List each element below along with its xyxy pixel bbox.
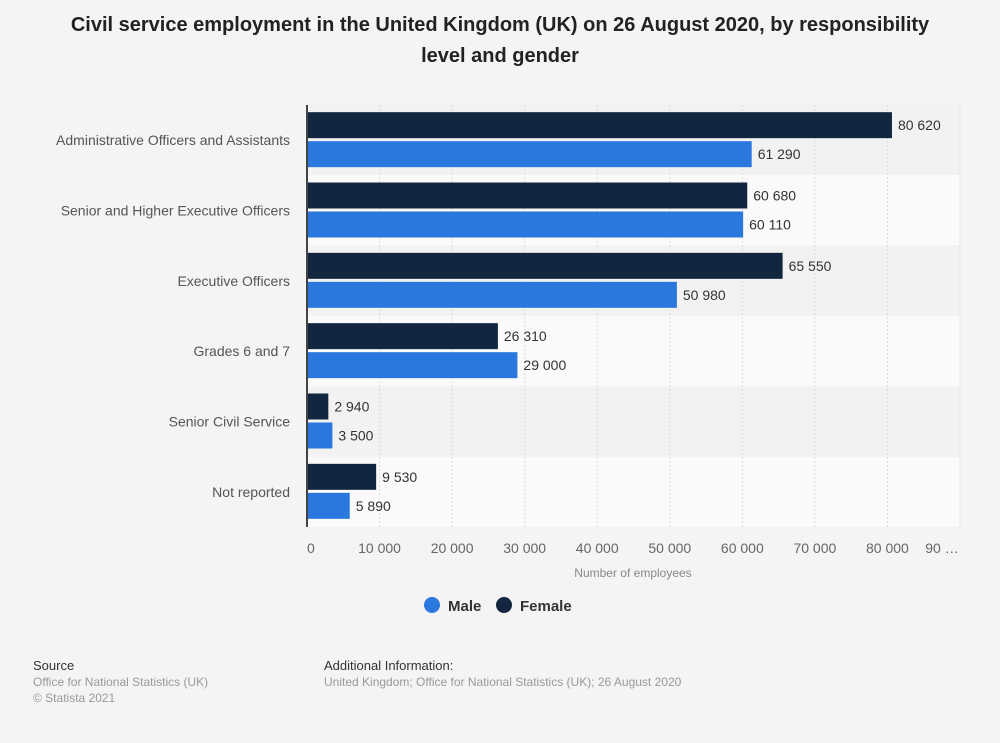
legend-label-female[interactable]: Female [520,598,572,615]
source-line: Office for National Statistics (UK) [33,675,209,689]
x-tick-label: 20 000 [431,540,474,556]
bar-male [307,141,752,168]
bar-male [307,281,677,308]
data-label: 26 310 [504,328,547,344]
bar-chart: 0 10 000 20 000 30 000 40 000 50 000 60 000 70 … [56,105,961,615]
bar-female [307,463,377,490]
category-label: Senior Civil Service [169,414,291,430]
bar-male [307,422,333,449]
x-axis-label: Number of employees [574,566,691,580]
row-band [307,386,960,457]
x-tick-label: 70 000 [793,540,836,556]
data-label: 61 290 [758,146,801,162]
data-label: 50 980 [683,287,726,303]
bar-male [307,492,350,519]
category-label: Administrative Officers and Assistants [56,132,290,148]
data-label: 80 620 [898,117,941,133]
category-label: Not reported [212,484,290,500]
bar-female [307,393,329,420]
data-label: 5 890 [356,498,391,514]
info-heading: Additional Information: [324,658,454,673]
row-band [307,456,960,527]
info-text: United Kingdom; Office for National Stat… [324,675,682,689]
legend-marker-female [496,597,512,613]
x-tick-label: 0 [307,540,315,556]
data-label: 3 500 [338,428,373,444]
data-label: 60 110 [749,217,791,233]
x-tick-label: 80 000 [866,540,909,556]
bar-female [307,323,498,350]
bar-female [307,252,783,279]
bar-female [307,112,892,139]
category-label: Executive Officers [177,273,290,289]
x-tick-label: 50 000 [648,540,691,556]
x-tick-label: 30 000 [503,540,546,556]
data-label: 9 530 [382,469,417,485]
data-label: 2 940 [334,399,369,415]
data-label: 65 550 [789,258,832,274]
x-tick-label: 40 000 [576,540,619,556]
bar-female [307,182,748,209]
legend-label-male[interactable]: Male [448,598,481,615]
bar-male [307,211,744,238]
legend-marker-male [424,597,440,613]
source-block: Source Office for National Statistics (U… [33,658,208,706]
chart-title: Civil service employment in the United K… [70,14,930,67]
category-label: Grades 6 and 7 [193,343,290,359]
x-tick-label: 10 000 [358,540,401,556]
data-label: 29 000 [523,357,566,373]
additional-info: Additional Information: United Kingdom; … [324,658,681,690]
category-label: Senior and Higher Executive Officers [61,203,290,219]
copyright-line: © Statista 2021 [33,691,116,705]
x-tick-label: 60 000 [721,540,764,556]
bar-male [307,352,518,379]
x-tick-label: 90 … [925,540,958,556]
data-label: 60 680 [753,188,796,204]
source-heading: Source [33,658,75,673]
